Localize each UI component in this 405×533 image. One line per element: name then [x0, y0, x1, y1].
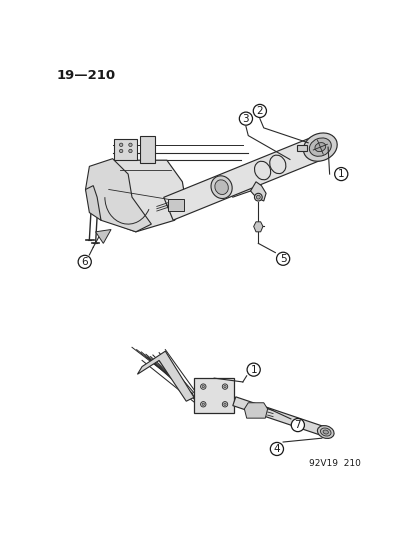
Text: 6: 6 [81, 257, 88, 267]
Polygon shape [140, 135, 155, 163]
Text: 2: 2 [256, 106, 263, 116]
Polygon shape [99, 160, 186, 232]
Circle shape [254, 193, 262, 201]
Circle shape [202, 385, 205, 387]
Circle shape [200, 384, 206, 389]
Polygon shape [114, 140, 137, 160]
Polygon shape [164, 136, 325, 220]
Polygon shape [168, 199, 184, 211]
Text: 92V19  210: 92V19 210 [309, 459, 360, 468]
Ellipse shape [323, 430, 328, 434]
Circle shape [129, 143, 132, 147]
Polygon shape [96, 230, 111, 244]
Text: 5: 5 [280, 254, 286, 264]
Circle shape [119, 143, 123, 147]
Circle shape [224, 403, 226, 406]
Ellipse shape [211, 176, 232, 198]
Text: 7: 7 [294, 420, 301, 430]
Polygon shape [137, 351, 194, 401]
Circle shape [239, 112, 252, 125]
Text: 4: 4 [274, 444, 280, 454]
Circle shape [271, 442, 284, 456]
Circle shape [222, 384, 228, 389]
Circle shape [291, 418, 305, 432]
Polygon shape [85, 185, 101, 220]
Polygon shape [244, 403, 268, 418]
Polygon shape [254, 222, 263, 232]
Circle shape [200, 401, 206, 407]
Polygon shape [251, 182, 266, 201]
Polygon shape [85, 159, 151, 232]
Ellipse shape [320, 428, 331, 436]
Ellipse shape [303, 133, 337, 161]
Bar [297, 146, 307, 151]
Ellipse shape [318, 425, 334, 439]
Circle shape [335, 167, 348, 181]
Circle shape [247, 363, 260, 376]
Polygon shape [225, 166, 264, 197]
Circle shape [277, 252, 290, 265]
Circle shape [78, 255, 91, 269]
Text: 19—210: 19—210 [57, 69, 116, 83]
Ellipse shape [215, 180, 228, 195]
Circle shape [129, 149, 132, 152]
Ellipse shape [315, 143, 326, 152]
Circle shape [222, 401, 228, 407]
Polygon shape [233, 397, 327, 437]
Circle shape [256, 195, 260, 199]
Circle shape [224, 385, 226, 387]
Polygon shape [194, 378, 234, 413]
Text: 1: 1 [338, 169, 345, 179]
Ellipse shape [309, 138, 331, 156]
Circle shape [119, 149, 123, 152]
Circle shape [253, 104, 266, 117]
Circle shape [202, 403, 205, 406]
Text: 3: 3 [243, 114, 249, 124]
Text: 1: 1 [250, 365, 257, 375]
